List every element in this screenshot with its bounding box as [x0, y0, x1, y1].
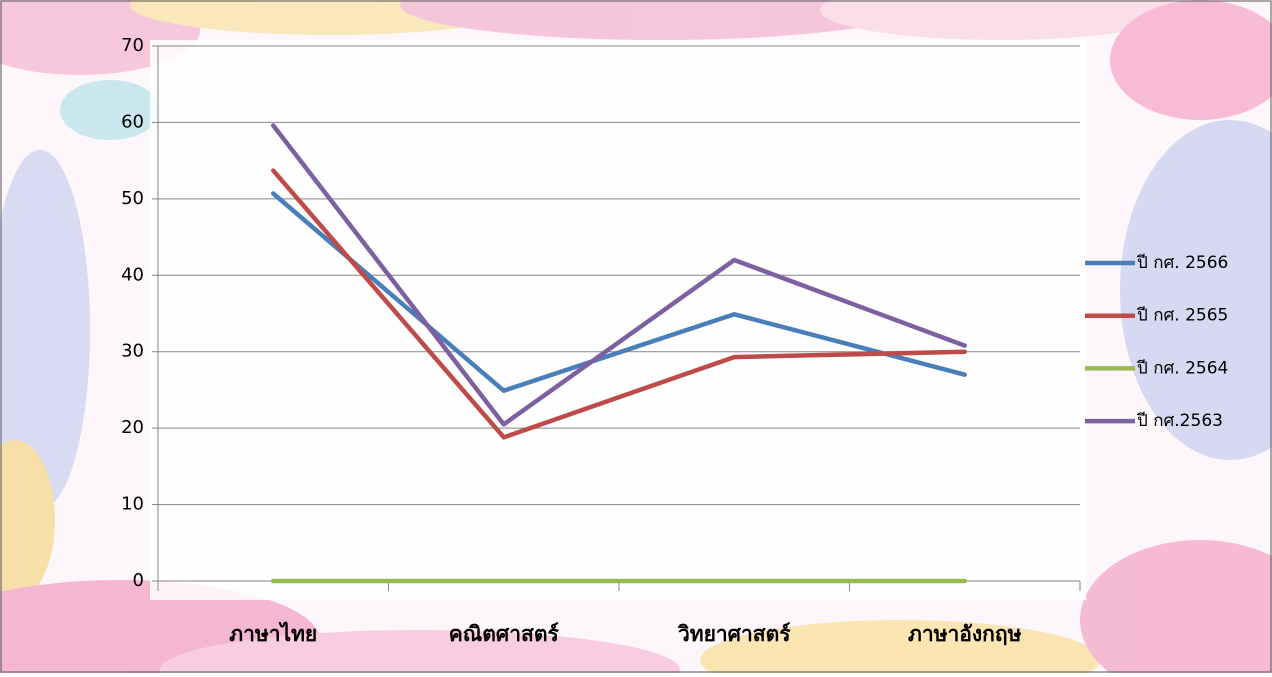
- x-tick-label: วิทยาศาสตร์: [677, 622, 792, 646]
- y-tick-label: 0: [133, 570, 144, 591]
- x-tick-label: ภาษาอังกฤษ: [908, 622, 1022, 646]
- legend-label: ปี กศ.2563: [1136, 411, 1223, 431]
- x-tick-label: คณิตศาสตร์: [449, 622, 560, 646]
- plot-area: [150, 40, 1086, 600]
- legend-label: ปี กศ. 2566: [1136, 253, 1228, 273]
- legend-label: ปี กศ. 2564: [1136, 358, 1228, 378]
- series-line: [271, 168, 967, 440]
- y-tick-label: 10: [121, 494, 144, 515]
- x-tick-label: ภาษาไทย: [229, 621, 317, 646]
- y-tick-label: 30: [121, 341, 144, 362]
- y-tick-label: 20: [121, 417, 144, 438]
- legend-label: ปี กศ. 2565: [1136, 306, 1228, 326]
- y-tick-label: 70: [121, 35, 144, 56]
- y-tick-label: 40: [121, 264, 144, 285]
- series-line: [271, 191, 967, 393]
- y-tick-label: 60: [121, 111, 144, 132]
- y-tick-label: 50: [121, 188, 144, 209]
- series-line: [271, 123, 967, 427]
